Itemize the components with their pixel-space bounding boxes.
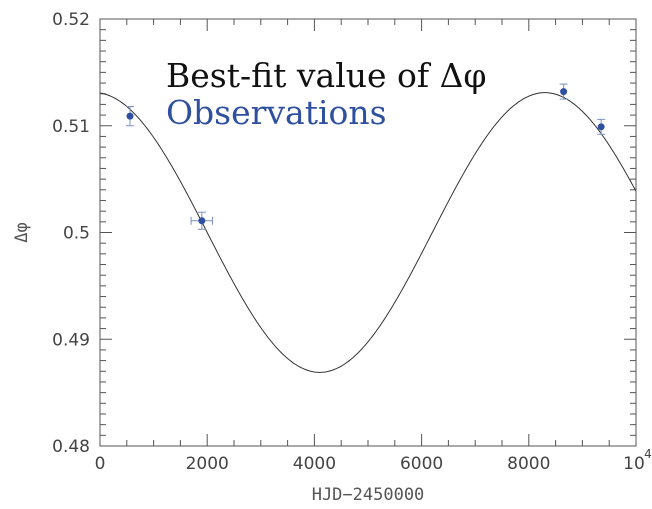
observation-point bbox=[126, 112, 134, 120]
y-axis-title: Δφ bbox=[12, 222, 32, 242]
x-tick-label: 10 bbox=[623, 454, 645, 474]
x-tick-label: 0 bbox=[95, 454, 106, 474]
observation-point bbox=[597, 123, 605, 131]
y-tick-label: 0.5 bbox=[63, 224, 90, 244]
y-tick-label: 0.49 bbox=[52, 330, 90, 350]
curve-layer bbox=[99, 92, 637, 373]
y-tick-label: 0.48 bbox=[52, 437, 90, 457]
legend-fit-label: Best-fit value of Δφ bbox=[166, 56, 487, 95]
x-tick-label: 8000 bbox=[507, 454, 550, 474]
legend-observations-label: Observations bbox=[166, 93, 387, 132]
y-tick-label: 0.52 bbox=[52, 10, 90, 30]
x-tick-label: 2000 bbox=[186, 454, 229, 474]
x-tick-label: 4000 bbox=[293, 454, 336, 474]
labels-layer: 0 2000 4000 6000 8000 10 4 0.48 0.49 0.5 0.51 0.52 bbox=[52, 10, 652, 474]
y-tick-label: 0.51 bbox=[52, 117, 90, 137]
observation-point bbox=[198, 217, 206, 225]
plot-frame bbox=[99, 18, 637, 447]
observation-point bbox=[560, 88, 568, 96]
x-tick-exponent: 4 bbox=[644, 447, 652, 461]
best-fit-curve bbox=[99, 92, 637, 373]
x-tick-label: 6000 bbox=[400, 454, 443, 474]
points-layer bbox=[126, 83, 606, 230]
x-axis-title: HJD−2450000 bbox=[312, 485, 425, 505]
